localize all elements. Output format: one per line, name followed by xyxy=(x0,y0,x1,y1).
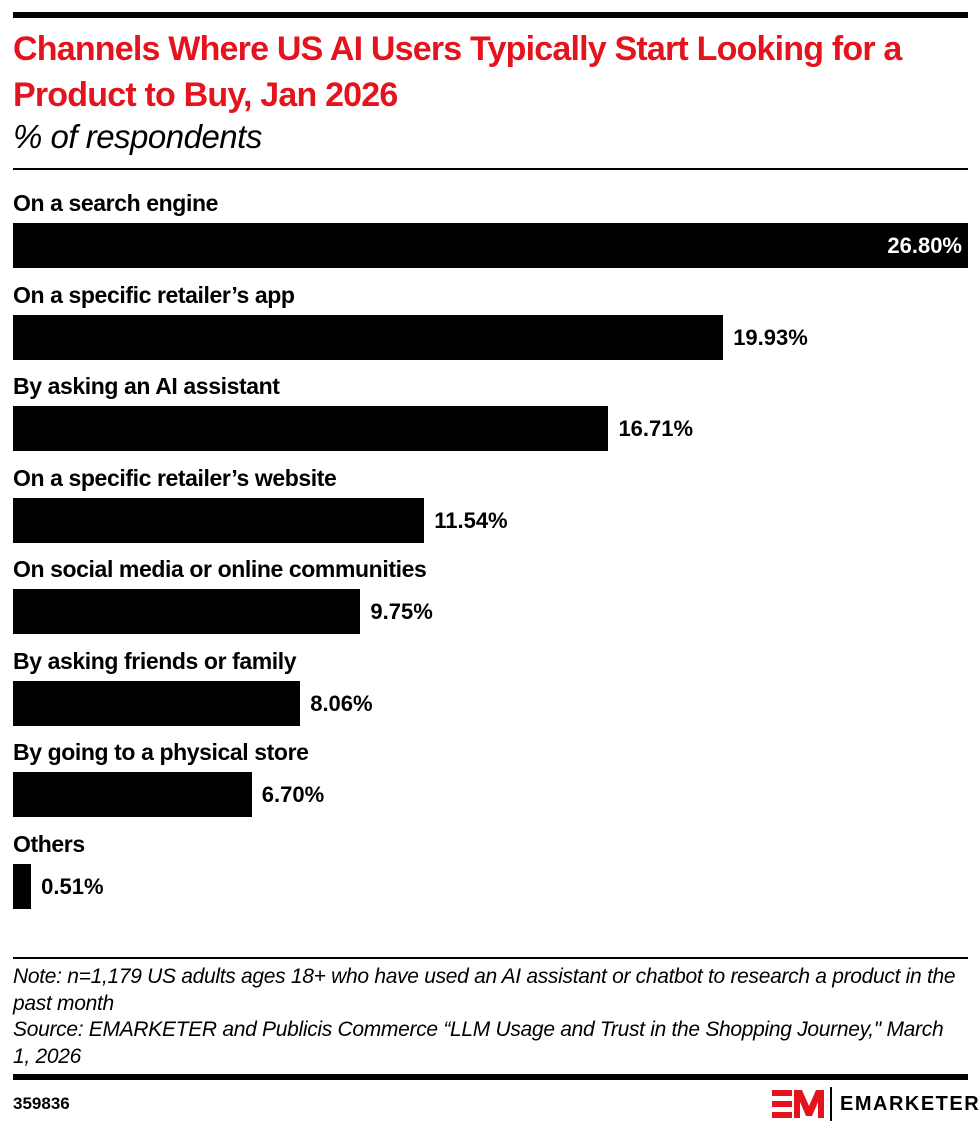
note-text: Note: n=1,179 US adults ages 18+ who hav… xyxy=(13,965,956,1015)
footnote: Note: n=1,179 US adults ages 18+ who hav… xyxy=(13,964,963,1070)
category-label: On social media or online communities xyxy=(13,556,427,582)
bar xyxy=(13,863,32,909)
value-label: 0.51% xyxy=(41,873,104,899)
bar xyxy=(13,497,425,543)
bar xyxy=(13,772,252,817)
category-label: On a search engine xyxy=(13,190,218,216)
chart-subtitle: % of respondents xyxy=(13,118,262,155)
chart-title: Channels Where US AI Users Typically Sta… xyxy=(13,30,902,114)
bar xyxy=(13,589,361,634)
bottom-rule xyxy=(13,1074,968,1080)
bar-chart: On a search engine 26.80% On a specific re… xyxy=(13,190,968,909)
emarketer-logo: EMARKETER xyxy=(772,1086,980,1122)
note-divider xyxy=(13,957,968,959)
bar xyxy=(13,406,609,451)
bar xyxy=(13,223,968,268)
category-label: On a specific retailer’s app xyxy=(13,281,295,308)
category-label: By asking friends or family xyxy=(13,647,297,674)
logo-separator xyxy=(830,1087,832,1121)
chart-id: 359836 xyxy=(13,1094,70,1113)
value-label: 19.93% xyxy=(733,324,808,350)
value-label: 16.71% xyxy=(618,416,694,441)
brand-name: EMARKETER xyxy=(840,1092,980,1115)
value-label: 26.80% xyxy=(887,233,962,258)
category-label: By asking an AI assistant xyxy=(13,373,280,399)
category-label: Others xyxy=(13,830,85,857)
source-text: Source: EMARKETER and Publicis Commerce … xyxy=(13,1018,944,1068)
value-label: 6.70% xyxy=(261,782,325,807)
bar xyxy=(13,680,301,726)
top-rule xyxy=(13,12,968,18)
value-label: 8.06% xyxy=(310,690,373,716)
header-divider xyxy=(13,168,968,170)
category-label: By going to a physical store xyxy=(13,739,309,765)
value-label: 9.75% xyxy=(370,599,433,624)
em-logo-icon xyxy=(772,1090,824,1118)
bar xyxy=(13,314,724,360)
value-label: 11.54% xyxy=(434,507,508,533)
category-label: On a specific retailer’s website xyxy=(13,464,337,491)
